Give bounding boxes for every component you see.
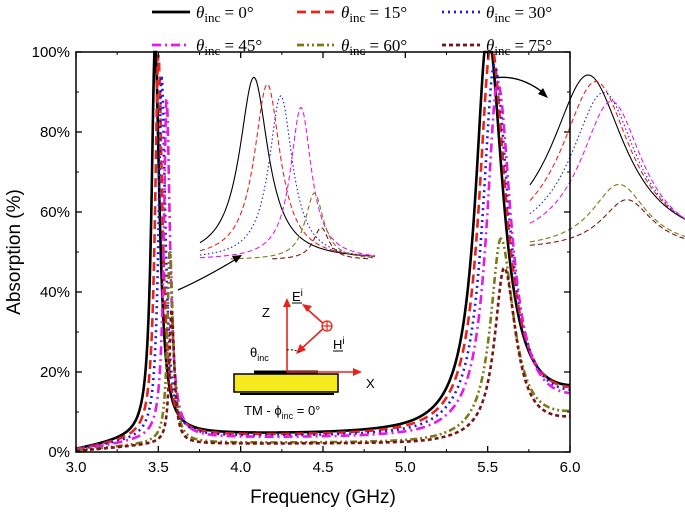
zoom-line-60deg bbox=[529, 183, 685, 243]
legend-theta: θ bbox=[486, 3, 494, 22]
z-axis-head bbox=[283, 298, 291, 307]
y-axis-title: Absorption (%) bbox=[4, 189, 25, 315]
tm-label: TM - ϕinc = 0° bbox=[244, 403, 320, 421]
legend-label: θinc = 30° bbox=[486, 3, 552, 25]
zoom-line-15deg bbox=[529, 81, 685, 220]
legend-sub: inc bbox=[494, 10, 510, 25]
legend-theta: θ bbox=[196, 36, 204, 55]
zoom-line-45deg bbox=[199, 106, 376, 259]
legend-value: = 60° bbox=[365, 36, 407, 55]
legend-value: = 30° bbox=[510, 3, 552, 22]
x-tick-label: 4.5 bbox=[313, 459, 334, 476]
legend-theta: θ bbox=[341, 36, 349, 55]
legend-value: = 75° bbox=[510, 36, 552, 55]
y-tick-label: 40% bbox=[40, 284, 70, 301]
series-line-45deg bbox=[75, 80, 571, 452]
y-tick-label: 80% bbox=[40, 124, 70, 141]
legend-value: = 15° bbox=[365, 3, 407, 22]
x-axis-title: Frequency (GHz) bbox=[250, 487, 396, 508]
legend-sub: inc bbox=[494, 43, 510, 58]
k-vector bbox=[299, 325, 327, 351]
y-tick-label: 100% bbox=[32, 44, 70, 61]
series-line-75deg bbox=[75, 266, 571, 453]
y-tick-label: 20% bbox=[40, 364, 70, 381]
legend-label: θinc = 45° bbox=[196, 36, 262, 58]
zoom-line-0deg bbox=[199, 76, 376, 257]
incidence-diagram: Z X Ei Hi θinc TM - ϕinc = 0° bbox=[233, 288, 375, 421]
zoom-inset-left bbox=[199, 76, 376, 260]
zoom-line-30deg bbox=[199, 95, 376, 257]
x-tick-label: 3.5 bbox=[148, 459, 169, 476]
axes: 3.0 3.5 4.0 4.5 5.0 5.5 6.0 0% 20% 40% 60% 80% 100% F… bbox=[4, 44, 580, 508]
x-tick-label: 6.0 bbox=[560, 459, 581, 476]
e-label: Ei bbox=[292, 288, 303, 304]
x-label: X bbox=[366, 376, 375, 391]
zoom-line-0deg bbox=[529, 74, 685, 220]
arrow-left-head bbox=[232, 255, 242, 263]
h-label: Hi bbox=[333, 336, 345, 352]
zoom-line-75deg bbox=[272, 227, 370, 260]
x-axis-head bbox=[353, 368, 362, 376]
zoom-line-30deg bbox=[529, 91, 685, 220]
x-tick-label: 5.5 bbox=[477, 459, 498, 476]
legend-theta: θ bbox=[486, 36, 494, 55]
legend: θinc = 0° θinc = 15° θinc = 30°θinc = 45° θ… bbox=[152, 3, 552, 58]
arrow-left-zoom bbox=[177, 257, 239, 291]
dielectric-slab bbox=[233, 373, 339, 393]
legend-sub: inc bbox=[349, 10, 365, 25]
zoom-line-45deg bbox=[529, 100, 685, 224]
arrow-right-zoom bbox=[494, 76, 546, 95]
x-tick-label: 3.0 bbox=[66, 459, 87, 476]
zoom-line-75deg bbox=[529, 199, 685, 246]
z-label: Z bbox=[262, 305, 270, 320]
k-vector-head bbox=[296, 344, 306, 354]
theta-inc-label: θinc bbox=[250, 345, 269, 363]
arrow-right-head bbox=[538, 88, 548, 98]
x-tick-label: 4.0 bbox=[230, 459, 251, 476]
legend-value: = 45° bbox=[220, 36, 262, 55]
x-tick-label: 5.0 bbox=[395, 459, 416, 476]
legend-theta: θ bbox=[196, 3, 204, 22]
legend-label: θinc = 75° bbox=[486, 36, 552, 58]
legend-label: θinc = 0° bbox=[196, 3, 254, 25]
zoom-inset-right bbox=[529, 74, 685, 246]
zoom-line-15deg bbox=[199, 83, 376, 257]
legend-sub: inc bbox=[204, 43, 220, 58]
e-vector-head bbox=[302, 304, 312, 312]
legend-value: = 0° bbox=[220, 3, 253, 22]
legend-label: θinc = 15° bbox=[341, 3, 407, 25]
zoom-line-60deg bbox=[230, 192, 376, 260]
legend-sub: inc bbox=[204, 10, 220, 25]
legend-sub: inc bbox=[349, 43, 365, 58]
legend-label: θinc = 60° bbox=[341, 36, 407, 58]
theta-arc bbox=[286, 349, 301, 353]
legend-theta: θ bbox=[341, 3, 349, 22]
series-line-30deg bbox=[75, 63, 571, 451]
y-tick-label: 0% bbox=[48, 444, 70, 461]
y-tick-label: 60% bbox=[40, 204, 70, 221]
